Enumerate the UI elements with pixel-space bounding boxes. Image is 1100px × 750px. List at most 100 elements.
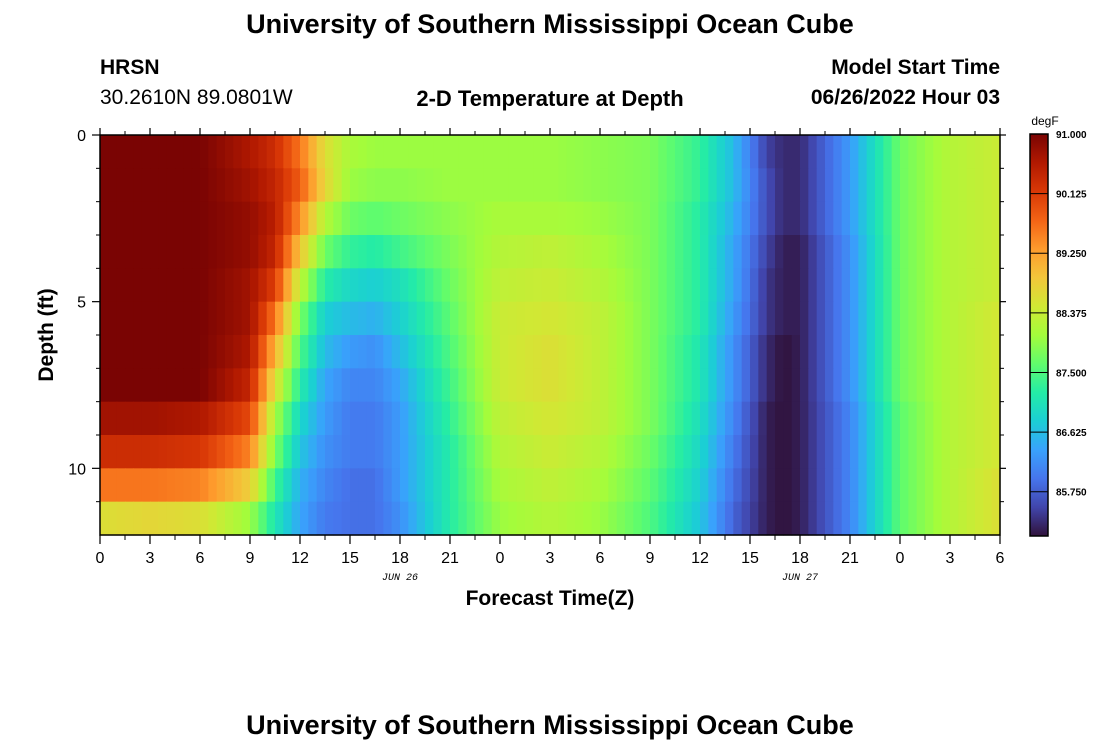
heatmap-cell xyxy=(183,201,193,236)
heatmap-cell xyxy=(766,401,776,436)
heatmap-cell xyxy=(908,435,918,469)
heatmap-cell xyxy=(191,501,201,536)
heatmap-cell xyxy=(383,468,393,503)
heatmap-cell xyxy=(441,501,451,536)
heatmap-cell xyxy=(800,468,809,503)
heatmap-cell xyxy=(591,235,601,269)
heatmap-cell xyxy=(958,501,968,536)
heatmap-cell xyxy=(133,135,143,169)
heatmap-cell xyxy=(208,368,218,403)
heatmap-cell xyxy=(733,468,743,503)
heatmap-cell xyxy=(450,168,459,203)
heatmap-cell xyxy=(633,335,643,369)
heatmap-cell xyxy=(100,235,109,269)
heatmap-cell xyxy=(658,135,668,169)
heatmap-cell xyxy=(408,268,418,303)
heatmap-cell xyxy=(291,268,301,303)
heatmap-cell xyxy=(833,135,843,169)
heatmap-cell xyxy=(316,268,326,303)
heatmap-cell xyxy=(708,201,718,236)
heatmap-cell xyxy=(391,401,401,436)
heatmap-cell xyxy=(866,501,876,536)
heatmap-cell xyxy=(633,301,643,336)
heatmap-cell xyxy=(391,435,401,469)
heatmap-cell xyxy=(133,268,143,303)
heatmap-cell xyxy=(116,335,126,369)
heatmap-cell xyxy=(841,268,851,303)
heatmap-cell xyxy=(250,501,259,536)
heatmap-cell xyxy=(508,235,518,269)
heatmap-cell xyxy=(158,201,168,236)
heatmap-cell xyxy=(291,368,301,403)
heatmap-cell xyxy=(933,301,943,336)
heatmap-cell xyxy=(950,201,959,236)
heatmap-cell xyxy=(416,401,426,436)
heatmap-cell xyxy=(983,235,993,269)
heatmap-cell xyxy=(650,201,659,236)
heatmap-cell xyxy=(291,135,301,169)
heatmap-cell xyxy=(833,368,843,403)
heatmap-cell xyxy=(158,335,168,369)
heatmap-cell xyxy=(825,168,834,203)
heatmap-cell xyxy=(341,168,351,203)
heatmap-cell xyxy=(141,135,151,169)
heatmap-cell xyxy=(200,435,209,469)
heatmap-cell xyxy=(916,501,926,536)
heatmap-cell xyxy=(625,235,634,269)
heatmap-cell xyxy=(975,335,984,369)
heatmap-cell xyxy=(241,468,251,503)
y-tick-label: 10 xyxy=(68,461,86,478)
heatmap-cell xyxy=(341,401,351,436)
heatmap-cell xyxy=(225,135,234,169)
heatmap-cell xyxy=(475,301,484,336)
heatmap-cell xyxy=(991,501,1001,536)
heatmap-cell xyxy=(450,368,459,403)
heatmap-cell xyxy=(416,201,426,236)
heatmap-cell xyxy=(325,435,334,469)
heatmap-cell xyxy=(316,335,326,369)
heatmap-cell xyxy=(766,368,776,403)
heatmap-cell xyxy=(708,335,718,369)
heatmap-cell xyxy=(775,168,784,203)
heatmap-cell xyxy=(383,301,393,336)
heatmap-cell xyxy=(133,235,143,269)
heatmap-cell xyxy=(733,268,743,303)
heatmap-cell xyxy=(658,268,668,303)
heatmap-cell xyxy=(800,435,809,469)
heatmap-cell xyxy=(858,201,868,236)
heatmap-cell xyxy=(366,235,376,269)
heatmap-cell xyxy=(508,401,518,436)
heatmap-cell xyxy=(325,335,334,369)
heatmap-cell xyxy=(150,201,159,236)
heatmap-cell xyxy=(625,201,634,236)
heatmap-cell xyxy=(858,468,868,503)
heatmap-cell xyxy=(875,468,884,503)
x-tick-label: 6 xyxy=(196,550,205,567)
heatmap-cell xyxy=(358,501,368,536)
heatmap-cell xyxy=(350,435,359,469)
heatmap-cell xyxy=(250,368,259,403)
heatmap-cell xyxy=(483,368,493,403)
heatmap-cell xyxy=(458,168,468,203)
heatmap-cell xyxy=(925,268,934,303)
heatmap-cell xyxy=(958,135,968,169)
heatmap-cell xyxy=(250,201,259,236)
heatmap-cell xyxy=(408,401,418,436)
heatmap-cell xyxy=(258,235,268,269)
heatmap-cell xyxy=(350,301,359,336)
heatmap-cell xyxy=(850,501,859,536)
heatmap-cell xyxy=(183,401,193,436)
heatmap-cell xyxy=(941,401,951,436)
heatmap-cell xyxy=(475,435,484,469)
heatmap-cell xyxy=(508,435,518,469)
heatmap-cell xyxy=(391,501,401,536)
x-tick-label: 3 xyxy=(546,550,555,567)
heatmap-cell xyxy=(375,268,384,303)
heatmap-cell xyxy=(691,201,701,236)
chart-subtitle: 2-D Temperature at Depth xyxy=(416,86,684,111)
heatmap-cell xyxy=(150,368,159,403)
heatmap-cell xyxy=(675,168,684,203)
heatmap-cell xyxy=(375,235,384,269)
heatmap-cell xyxy=(683,301,693,336)
heatmap-cell xyxy=(758,501,768,536)
